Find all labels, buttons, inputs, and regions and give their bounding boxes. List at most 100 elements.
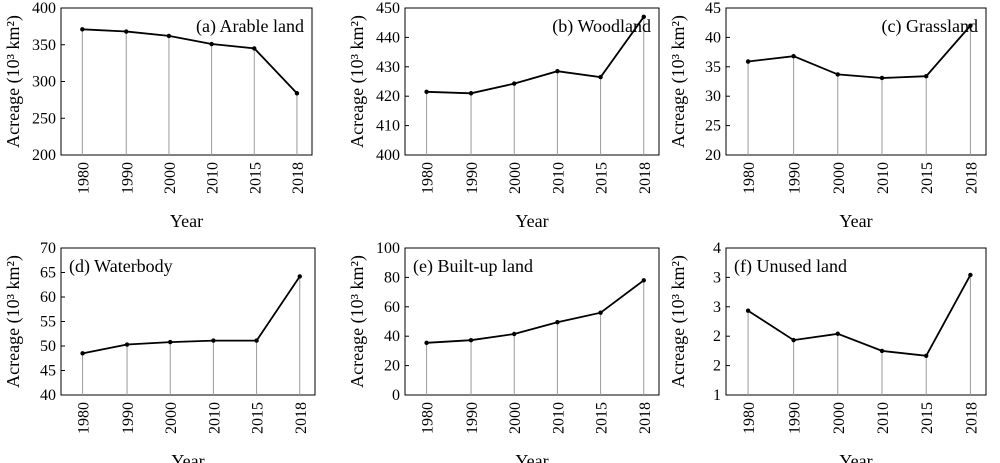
x-tick-label: 2018 <box>290 162 307 194</box>
series-line <box>82 28 298 94</box>
data-point <box>641 14 646 20</box>
x-tick-label: 2000 <box>162 162 179 194</box>
y-tick-label: 60 <box>384 299 400 316</box>
data-point <box>791 54 796 59</box>
data-point <box>879 75 885 81</box>
data-point <box>252 46 257 51</box>
y-tick-label: 200 <box>32 147 56 164</box>
x-tick-label: 2010 <box>205 162 222 194</box>
data-point <box>424 340 429 346</box>
y-tick-label: 40 <box>384 328 400 345</box>
x-axis-title: Year <box>170 211 203 231</box>
x-axis-title: Year <box>515 451 548 463</box>
panel-title: (e) Built-up land <box>413 256 533 277</box>
data-point <box>297 274 302 279</box>
x-tick-label: 2010 <box>875 402 892 434</box>
y-tick-label: 65 <box>40 265 56 282</box>
x-tick-label: 2010 <box>550 162 567 194</box>
y-tick-label: 4 <box>713 240 721 257</box>
y-tick-label: 80 <box>384 269 400 286</box>
data-point <box>598 74 603 80</box>
y-axis-title: Acreage (10³ km²) <box>3 255 24 388</box>
data-point <box>791 337 796 343</box>
panel-title: (b) Woodland <box>552 16 651 37</box>
x-tick-label: 1980 <box>75 162 92 194</box>
x-tick-label: 1980 <box>76 402 93 434</box>
y-tick-label: 60 <box>40 289 56 306</box>
x-tick-label: 2000 <box>831 162 848 194</box>
y-tick-label: 1 <box>713 387 721 404</box>
y-tick-label: 50 <box>40 338 56 355</box>
y-tick-label: 3 <box>713 269 721 286</box>
data-point <box>745 59 751 64</box>
y-tick-label: 430 <box>376 59 400 76</box>
x-tick-label: 2010 <box>206 402 223 434</box>
data-point <box>968 272 973 278</box>
panel-c: 20 25 30 35 40 45 1980 1990 2000 2010 2015 2018 Year… <box>668 0 987 231</box>
y-axis-title: Acreage (10³ km²) <box>668 255 689 388</box>
data-point <box>80 351 85 356</box>
y-tick-label: 450 <box>376 0 400 17</box>
data-point <box>209 41 214 47</box>
data-point <box>512 81 517 86</box>
x-tick-label: 2015 <box>594 402 611 434</box>
x-tick-label: 1990 <box>464 402 481 434</box>
data-point <box>745 308 751 313</box>
x-axis-title: Year <box>839 211 872 231</box>
data-point <box>468 91 474 96</box>
data-point <box>835 72 840 77</box>
data-point <box>424 89 429 94</box>
panel-title: (a) Arable land <box>196 16 304 37</box>
data-point <box>598 310 603 315</box>
y-tick-label: 45 <box>40 363 56 380</box>
y-tick-label: 70 <box>40 240 56 257</box>
x-axis-title: Year <box>515 211 548 231</box>
x-tick-label: 1990 <box>120 402 137 434</box>
x-tick-label: 1980 <box>741 162 758 194</box>
data-point <box>555 320 560 325</box>
x-tick-label: 2015 <box>919 402 936 434</box>
x-tick-label: 2010 <box>875 162 892 194</box>
y-tick-label: 30 <box>705 88 721 105</box>
series-line <box>82 275 301 355</box>
plot-frame <box>725 247 987 396</box>
x-tick-label: 2018 <box>293 402 310 434</box>
plot-frame <box>404 247 660 396</box>
panel-title: (c) Grassland <box>882 16 978 37</box>
y-tick-label: 0 <box>392 387 400 404</box>
x-tick-label: 2018 <box>637 162 654 194</box>
y-tick-label: 20 <box>705 147 721 164</box>
y-axis-title: Acreage (10³ km²) <box>3 15 24 148</box>
panel-title: (d) Waterbody <box>69 256 173 277</box>
x-tick-label: 1980 <box>420 162 437 194</box>
x-tick-label: 2015 <box>250 402 267 434</box>
y-tick-label: 40 <box>705 29 721 46</box>
x-tick-label: 2015 <box>247 162 264 194</box>
data-point <box>80 27 85 32</box>
x-tick-label: 1980 <box>420 402 437 434</box>
data-point <box>166 33 172 39</box>
y-tick-label: 100 <box>376 240 400 257</box>
x-tick-label: 1980 <box>741 402 758 434</box>
panel-e: 0 20 40 60 80 100 1980 1990 2000 2010 2015 2018 Year… <box>347 240 660 463</box>
x-tick-label: 2010 <box>550 402 567 434</box>
data-point <box>468 337 474 343</box>
series-line <box>426 279 645 344</box>
y-tick-label: 35 <box>705 59 721 76</box>
x-tick-label: 1990 <box>464 162 481 194</box>
data-point <box>924 353 929 358</box>
y-axis-title: Acreage (10³ km²) <box>347 255 368 388</box>
y-tick-label: 20 <box>384 358 400 375</box>
y-axis-title: Acreage (10³ km²) <box>347 15 368 148</box>
data-point <box>641 278 646 283</box>
data-point <box>124 342 130 347</box>
data-point <box>168 339 173 345</box>
y-tick-label: 55 <box>40 314 56 331</box>
data-point <box>968 23 973 28</box>
panel-d: 40 45 50 55 60 65 70 1980 1990 2000 2010 2015 2018 Ye… <box>3 240 316 463</box>
y-axis-title: Acreage (10³ km²) <box>668 15 689 148</box>
x-tick-label: 2015 <box>919 162 936 194</box>
y-tick-label: 400 <box>376 147 400 164</box>
y-tick-label: 2 <box>713 328 721 345</box>
y-tick-label: 40 <box>40 387 56 404</box>
